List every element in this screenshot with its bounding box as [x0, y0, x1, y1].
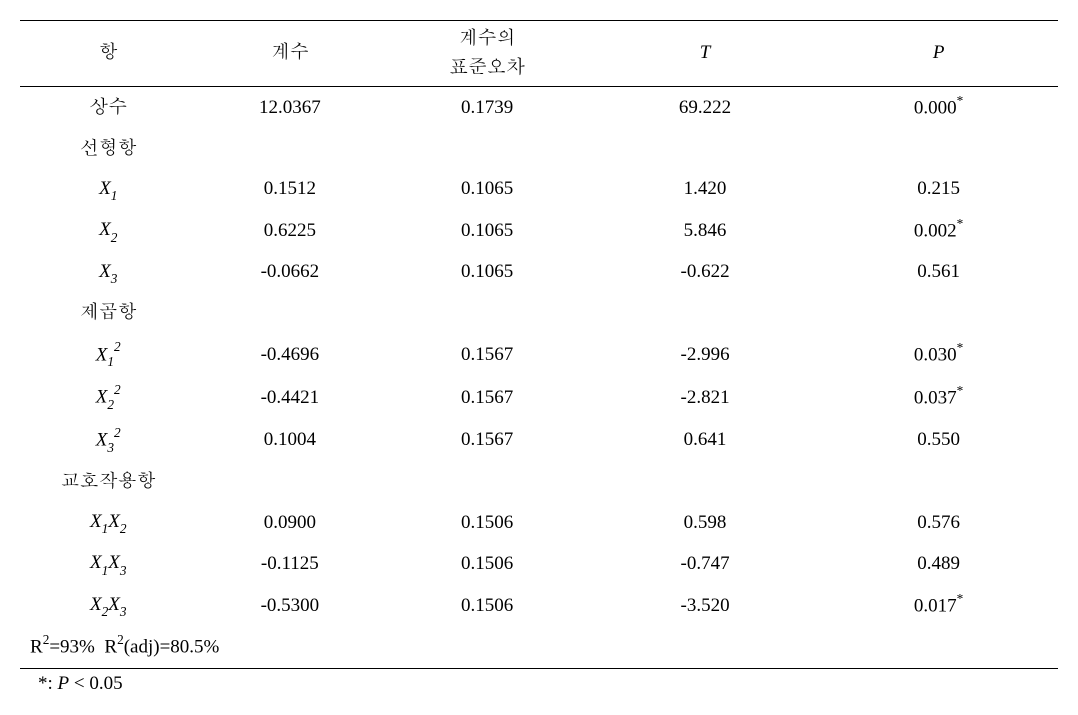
- cell-t: -3.520: [591, 585, 819, 627]
- p-value: 0.017: [914, 595, 957, 616]
- cell-term: X22: [20, 376, 196, 419]
- footnote-p: P: [58, 673, 70, 694]
- table-header-row: 항 계수 계수의표준오차 T P: [20, 21, 1058, 87]
- section-label: 제곱항: [20, 293, 196, 333]
- cell-p: 0.037*: [819, 376, 1058, 419]
- cell-p: 0.576: [819, 502, 1058, 543]
- cell-coef: -0.1125: [196, 543, 383, 584]
- row-x1sq: X12 -0.4696 0.1567 -2.996 0.030*: [20, 334, 1058, 377]
- footnote-prefix: *:: [38, 673, 53, 694]
- p-value: 0.037: [914, 387, 957, 408]
- cell-se: 0.1065: [383, 169, 591, 210]
- cell-se: 0.1506: [383, 502, 591, 543]
- cell-coef: 0.6225: [196, 210, 383, 252]
- cell-p: 0.000*: [819, 87, 1058, 129]
- se-line2: 표준오차: [449, 57, 525, 78]
- sig-mark: *: [957, 216, 964, 231]
- col-header-p: P: [819, 21, 1058, 87]
- cell-p: 0.030*: [819, 334, 1058, 377]
- r2-cell: R2=93% R2(adj)=80.5%: [20, 626, 1058, 668]
- cell-t: -0.747: [591, 543, 819, 584]
- cell-p: 0.550: [819, 419, 1058, 462]
- row-x1x3: X1X3 -0.1125 0.1506 -0.747 0.489: [20, 543, 1058, 584]
- cell-p: 0.017*: [819, 585, 1058, 627]
- cell-t: 0.641: [591, 419, 819, 462]
- cell-se: 0.1567: [383, 376, 591, 419]
- section-label: 교호작용항: [20, 462, 196, 502]
- row-r2: R2=93% R2(adj)=80.5%: [20, 626, 1058, 668]
- p-value: 0.030: [914, 345, 957, 366]
- regression-table: 항 계수 계수의표준오차 T P 상수 12.0367 0.1739 69.22…: [20, 20, 1058, 669]
- cell-coef: -0.0662: [196, 252, 383, 293]
- row-interaction-header: 교호작용항: [20, 462, 1058, 502]
- cell-se: 0.1739: [383, 87, 591, 129]
- regression-table-wrapper: 항 계수 계수의표준오차 T P 상수 12.0367 0.1739 69.22…: [20, 20, 1058, 669]
- cell-coef: 0.1004: [196, 419, 383, 462]
- cell-term: X3: [20, 252, 196, 293]
- cell-term: X1: [20, 169, 196, 210]
- sig-mark: *: [957, 591, 964, 606]
- row-x3: X3 -0.0662 0.1065 -0.622 0.561: [20, 252, 1058, 293]
- cell-term: X1X3: [20, 543, 196, 584]
- cell-p: 0.215: [819, 169, 1058, 210]
- row-x3sq: X32 0.1004 0.1567 0.641 0.550: [20, 419, 1058, 462]
- cell-p: 0.489: [819, 543, 1058, 584]
- cell-se: 0.1506: [383, 585, 591, 627]
- row-square-header: 제곱항: [20, 293, 1058, 333]
- cell-t: 5.846: [591, 210, 819, 252]
- row-x2sq: X22 -0.4421 0.1567 -2.821 0.037*: [20, 376, 1058, 419]
- cell-term: 상수: [20, 87, 196, 129]
- cell-coef: -0.4696: [196, 334, 383, 377]
- cell-term: X12: [20, 334, 196, 377]
- footnote-rest: < 0.05: [69, 673, 122, 694]
- cell-p: 0.002*: [819, 210, 1058, 252]
- cell-coef: 0.0900: [196, 502, 383, 543]
- p-value: 0.002: [914, 221, 957, 242]
- col-header-coef: 계수: [196, 21, 383, 87]
- row-linear-header: 선형항: [20, 129, 1058, 169]
- cell-t: 0.598: [591, 502, 819, 543]
- cell-se: 0.1065: [383, 252, 591, 293]
- row-x2: X2 0.6225 0.1065 5.846 0.002*: [20, 210, 1058, 252]
- cell-t: -0.622: [591, 252, 819, 293]
- cell-t: -2.996: [591, 334, 819, 377]
- cell-se: 0.1567: [383, 334, 591, 377]
- se-line1: 계수의: [459, 28, 516, 49]
- cell-coef: 12.0367: [196, 87, 383, 129]
- cell-coef: -0.5300: [196, 585, 383, 627]
- p-value: 0.000: [914, 97, 957, 118]
- col-header-term: 항: [20, 21, 196, 87]
- cell-p: 0.561: [819, 252, 1058, 293]
- row-x1: X1 0.1512 0.1065 1.420 0.215: [20, 169, 1058, 210]
- cell-t: -2.821: [591, 376, 819, 419]
- cell-se: 0.1567: [383, 419, 591, 462]
- footnote: *: P < 0.05: [20, 673, 1076, 695]
- row-constant: 상수 12.0367 0.1739 69.222 0.000*: [20, 87, 1058, 129]
- sig-mark: *: [957, 93, 964, 108]
- cell-coef: 0.1512: [196, 169, 383, 210]
- cell-t: 1.420: [591, 169, 819, 210]
- row-x2x3: X2X3 -0.5300 0.1506 -3.520 0.017*: [20, 585, 1058, 627]
- cell-term: X2: [20, 210, 196, 252]
- cell-term: X32: [20, 419, 196, 462]
- row-x1x2: X1X2 0.0900 0.1506 0.598 0.576: [20, 502, 1058, 543]
- sig-mark: *: [957, 340, 964, 355]
- col-header-t: T: [591, 21, 819, 87]
- cell-coef: -0.4421: [196, 376, 383, 419]
- cell-term: X1X2: [20, 502, 196, 543]
- cell-se: 0.1065: [383, 210, 591, 252]
- cell-se: 0.1506: [383, 543, 591, 584]
- cell-t: 69.222: [591, 87, 819, 129]
- section-label: 선형항: [20, 129, 196, 169]
- cell-term: X2X3: [20, 585, 196, 627]
- sig-mark: *: [957, 383, 964, 398]
- col-header-se: 계수의표준오차: [383, 21, 591, 87]
